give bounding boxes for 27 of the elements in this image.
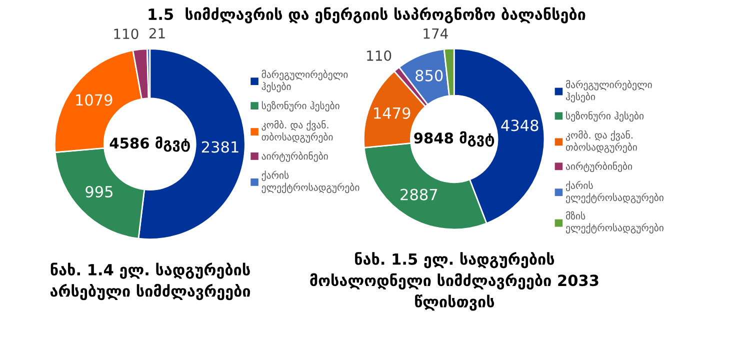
text: ნახ. 1.5 ელ. სადგურების მოსალოდნელი სიმძლავრეები 2033 წლისთვის bbox=[310, 252, 598, 311]
data-label: 174 bbox=[424, 28, 448, 39]
text: 1.5 სიმძლავრის და ენერგიის საპროგნოზო ბალანსები bbox=[148, 7, 586, 24]
legend-label: მარეგულირებელი ჰესები bbox=[262, 70, 348, 92]
text: 9848 მგვტ bbox=[414, 131, 494, 147]
data-label: 1479 bbox=[374, 107, 410, 119]
legend-label: აირტურბინები bbox=[566, 162, 632, 172]
data-label: 110 bbox=[367, 50, 392, 61]
legend-label: მზის ელექტროსადგურები bbox=[566, 211, 664, 234]
data-label: 1079 bbox=[76, 94, 112, 106]
text: 4586 მგვტ bbox=[110, 136, 190, 152]
legend-label: სეზონური ჰესები bbox=[262, 101, 340, 112]
legend-label: კომბ. და ქვან. თბოსადგურები bbox=[262, 120, 333, 143]
data-label: 110 bbox=[114, 28, 138, 40]
legend-label: სეზონური ჰესები bbox=[566, 111, 644, 122]
data-label: 850 bbox=[416, 70, 443, 82]
legend-label: ქარის ელექტროსადგურები bbox=[262, 170, 360, 194]
data-label: 4348 bbox=[501, 120, 538, 132]
legend-label: მარეგულირებელი ჰესები bbox=[566, 80, 652, 102]
data-label: 2381 bbox=[202, 141, 238, 153]
legend-label: ქარის ელექტროსადგურები bbox=[566, 180, 664, 204]
data-label: 995 bbox=[86, 186, 112, 198]
legend-label: აირტურბინები bbox=[262, 151, 328, 162]
legend-label: კომბ. და ქვან. თბოსადგურები bbox=[566, 130, 637, 153]
data-label: 21 bbox=[149, 28, 165, 38]
text: ნახ. 1.4 ელ. სადგურების არსებული სიმძლავრეები bbox=[50, 262, 250, 300]
data-label: 2887 bbox=[400, 188, 438, 200]
